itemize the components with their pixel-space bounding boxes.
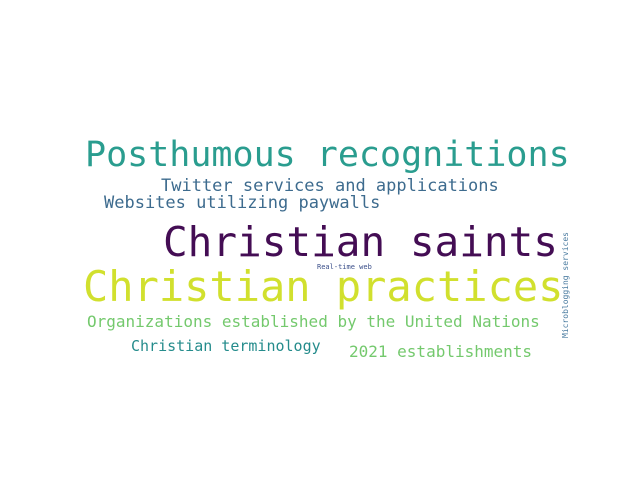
word-posthumous-recognitions: Posthumous recognitions: [85, 135, 570, 175]
word-microblogging-services: Microblogging services: [561, 232, 570, 338]
word-websites-paywalls: Websites utilizing paywalls: [104, 193, 381, 213]
word-un-organizations: Organizations established by the United …: [87, 312, 540, 331]
word-christian-terminology: Christian terminology: [131, 337, 321, 355]
word-real-time-web: Real-time web: [317, 263, 372, 271]
word-christian-practices: Christian practices: [83, 262, 564, 311]
word-2021-establishments: 2021 establishments: [349, 342, 533, 361]
word-twitter-services: Twitter services and applications: [161, 176, 499, 196]
word-christian-saints: Christian saints: [163, 218, 558, 266]
